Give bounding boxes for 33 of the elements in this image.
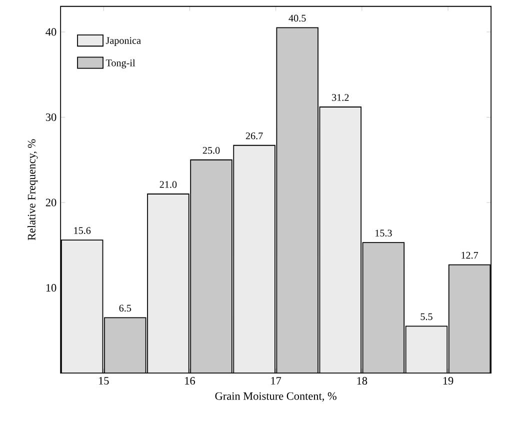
bar	[148, 194, 189, 374]
y-axis-title: Relative Frequency, %	[28, 139, 38, 240]
bar	[362, 242, 404, 374]
x-tick-label: 18	[357, 376, 368, 385]
bar	[104, 318, 146, 374]
bar	[276, 28, 318, 374]
x-axis-title: Grain Moisture Content, %	[215, 392, 336, 402]
x-tick-label: 16	[185, 376, 195, 385]
data-label: 25.0	[202, 146, 220, 154]
bar	[234, 145, 275, 374]
data-label: 12.7	[462, 252, 478, 259]
data-label: 15.3	[375, 230, 392, 236]
data-label: 6.5	[119, 304, 132, 312]
data-label: 31.2	[332, 94, 349, 101]
data-label: 21.0	[160, 181, 177, 188]
x-tick-label: 19	[443, 376, 454, 385]
bar	[448, 264, 491, 374]
data-label: 15.6	[74, 227, 91, 234]
bar	[61, 240, 103, 374]
data-label: 5.5	[420, 313, 432, 320]
data-label: 26.7	[246, 132, 263, 140]
y-tick-label: 40	[46, 28, 56, 36]
x-tick-label: 17	[271, 376, 282, 384]
x-tick-label: 15	[99, 376, 109, 384]
legend-label: Tong-il	[106, 59, 136, 68]
y-tick-label: 20	[46, 198, 56, 206]
y-tick-label: 30	[46, 113, 56, 121]
legend-label: Japonica	[106, 37, 141, 46]
bar	[405, 326, 448, 374]
data-label: 40.5	[288, 14, 306, 22]
bar	[320, 106, 362, 374]
bar	[190, 160, 232, 374]
y-tick-label: 10	[46, 284, 56, 292]
